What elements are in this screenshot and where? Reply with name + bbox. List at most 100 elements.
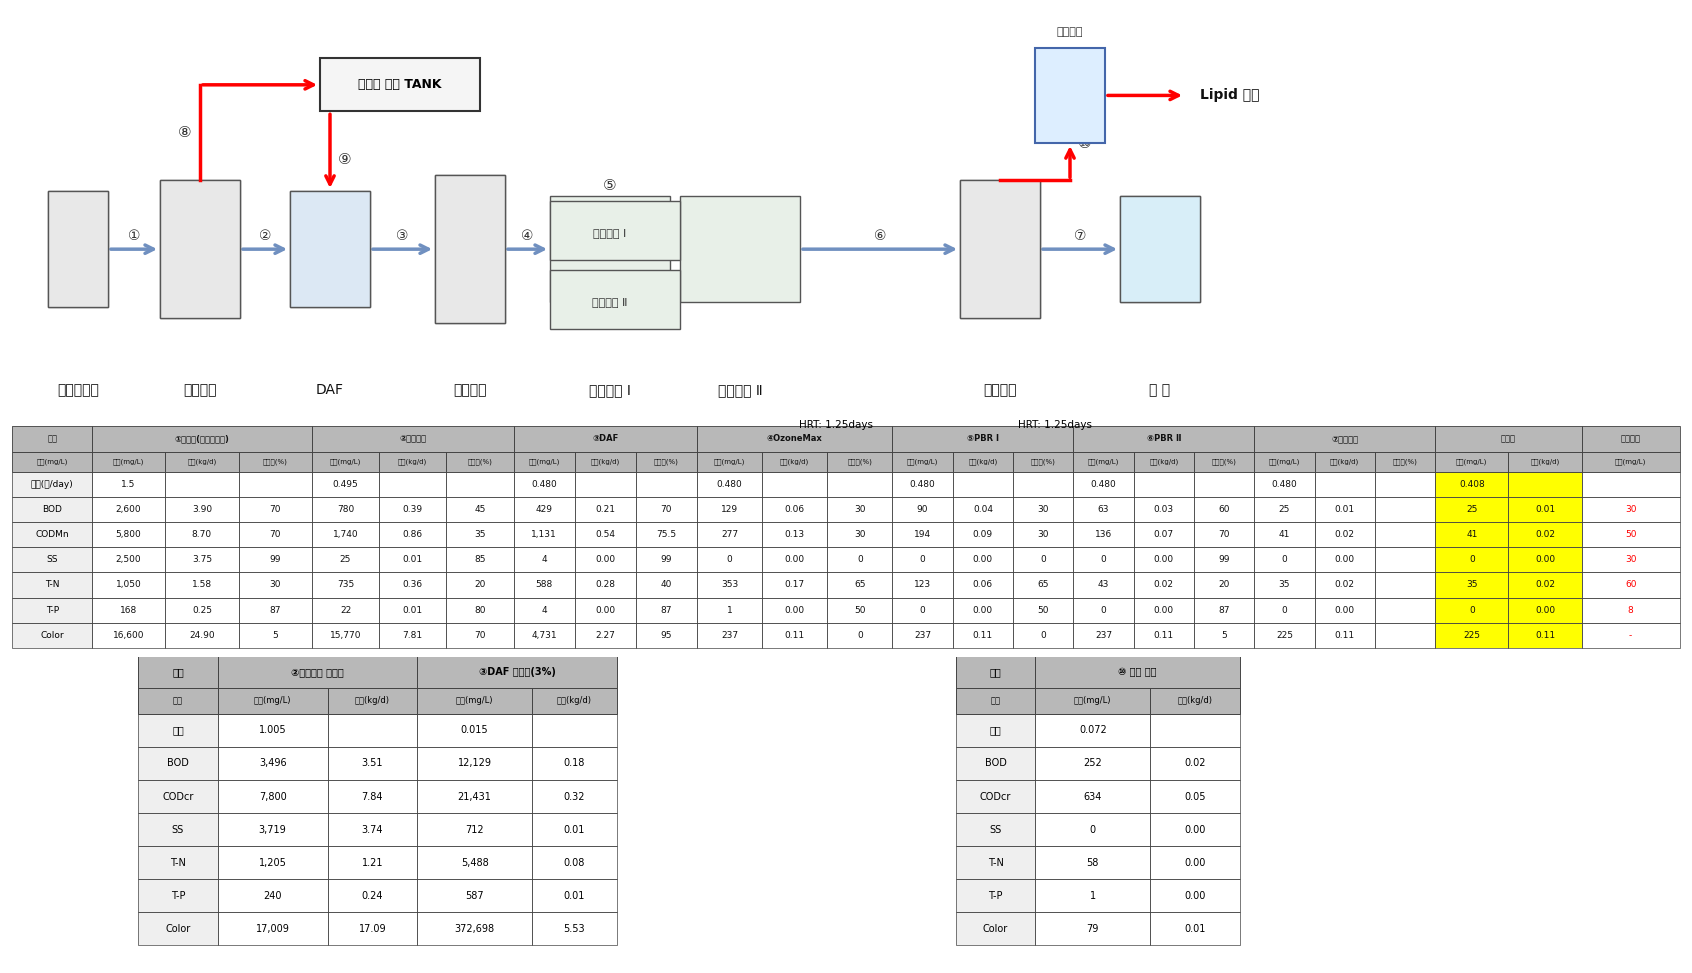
Bar <box>1014 497 1073 522</box>
Text: 16,600: 16,600 <box>113 631 144 640</box>
Bar <box>514 522 575 547</box>
Bar <box>1120 197 1200 303</box>
Bar <box>161 180 240 318</box>
Text: 1.5: 1.5 <box>122 480 135 488</box>
Text: 고액분리: 고액분리 <box>183 383 217 397</box>
Bar <box>953 497 1014 522</box>
Text: 제거율(%): 제거율(%) <box>467 458 492 465</box>
Bar <box>218 880 328 913</box>
Text: 20: 20 <box>1218 581 1230 590</box>
Text: 0.00: 0.00 <box>1154 556 1174 564</box>
Text: ⑦농축설비: ⑦농축설비 <box>1332 434 1359 443</box>
Bar <box>1073 425 1254 451</box>
Bar <box>1254 572 1315 597</box>
Text: 0.18: 0.18 <box>563 758 585 769</box>
Bar <box>956 813 1036 847</box>
Bar <box>575 623 636 648</box>
Text: 252: 252 <box>1083 758 1101 769</box>
Bar <box>218 656 418 688</box>
Text: 0.01: 0.01 <box>1335 505 1355 514</box>
Text: 8: 8 <box>1628 605 1633 615</box>
Text: 3,719: 3,719 <box>259 824 286 835</box>
Bar <box>953 522 1014 547</box>
Bar <box>956 714 1036 747</box>
Text: 0.00: 0.00 <box>1535 605 1555 615</box>
Text: 구분: 구분 <box>990 667 1002 677</box>
Bar <box>139 880 218 913</box>
Text: 30: 30 <box>1624 556 1636 564</box>
Text: 7.84: 7.84 <box>362 791 382 802</box>
Bar <box>1254 497 1315 522</box>
Bar <box>12 547 91 572</box>
Text: CODMn: CODMn <box>36 530 69 539</box>
Text: 25: 25 <box>1465 505 1477 514</box>
Text: 0.00: 0.00 <box>1154 605 1174 615</box>
Bar <box>697 451 761 472</box>
Bar <box>328 847 418 880</box>
Text: Lipid 추출: Lipid 추출 <box>1200 89 1259 102</box>
Text: 780: 780 <box>337 505 354 514</box>
Text: 1,740: 1,740 <box>333 530 359 539</box>
Bar <box>1376 472 1435 497</box>
Text: 5.53: 5.53 <box>563 923 585 934</box>
Bar <box>575 451 636 472</box>
Text: 0.08: 0.08 <box>563 857 585 868</box>
Text: 0.21: 0.21 <box>596 505 616 514</box>
Bar <box>1151 714 1240 747</box>
Text: 0.01: 0.01 <box>1535 505 1555 514</box>
Bar <box>575 522 636 547</box>
Text: 농도(mg/L): 농도(mg/L) <box>254 697 291 705</box>
Bar <box>1254 547 1315 572</box>
Bar <box>379 572 447 597</box>
Text: 액비저장조: 액비저장조 <box>58 383 98 397</box>
Text: 0.01: 0.01 <box>563 824 585 835</box>
Bar <box>531 847 616 880</box>
Text: 24.90: 24.90 <box>190 631 215 640</box>
Bar <box>1195 522 1254 547</box>
Text: SS: SS <box>173 824 184 835</box>
Bar <box>91 425 311 451</box>
Bar <box>550 197 670 303</box>
Bar <box>328 688 418 714</box>
Text: ⑩ 조류 농축: ⑩ 조류 농축 <box>1118 667 1157 677</box>
Text: 구분: 구분 <box>990 697 1000 705</box>
Bar <box>1073 497 1134 522</box>
Bar <box>139 780 218 813</box>
Bar <box>328 913 418 945</box>
Bar <box>1254 597 1315 623</box>
Text: 0: 0 <box>1100 605 1107 615</box>
Bar <box>1073 547 1134 572</box>
Bar <box>1036 656 1240 688</box>
Bar <box>435 175 504 323</box>
Bar <box>1509 472 1582 497</box>
Text: 87: 87 <box>1218 605 1230 615</box>
Text: 240: 240 <box>264 890 283 901</box>
Bar <box>12 497 91 522</box>
Text: 0.13: 0.13 <box>785 530 805 539</box>
Text: 123: 123 <box>914 581 931 590</box>
Bar <box>1151 688 1240 714</box>
Bar <box>1254 425 1435 451</box>
Text: 70: 70 <box>474 631 486 640</box>
Bar <box>1315 451 1376 472</box>
Bar <box>1036 656 1240 688</box>
Bar <box>1509 572 1582 597</box>
Bar <box>418 813 531 847</box>
Text: 30: 30 <box>854 505 866 514</box>
Text: ⑤: ⑤ <box>602 178 618 193</box>
Bar <box>956 913 1036 945</box>
Text: T-N: T-N <box>169 857 186 868</box>
Text: ④OzoneMax: ④OzoneMax <box>766 434 822 443</box>
Bar <box>1254 472 1315 497</box>
Bar <box>328 780 418 813</box>
Text: 농도(mg/L): 농도(mg/L) <box>1614 458 1646 465</box>
Text: 41: 41 <box>1465 530 1477 539</box>
Text: 0.00: 0.00 <box>973 605 993 615</box>
Bar <box>1134 472 1195 497</box>
Text: Color: Color <box>983 923 1008 934</box>
Bar <box>1435 572 1509 597</box>
Bar <box>1509 497 1582 522</box>
Text: 0.06: 0.06 <box>785 505 805 514</box>
Text: 농도(mg/L): 농도(mg/L) <box>528 458 560 465</box>
Text: 부하(kg/d): 부하(kg/d) <box>780 458 809 465</box>
